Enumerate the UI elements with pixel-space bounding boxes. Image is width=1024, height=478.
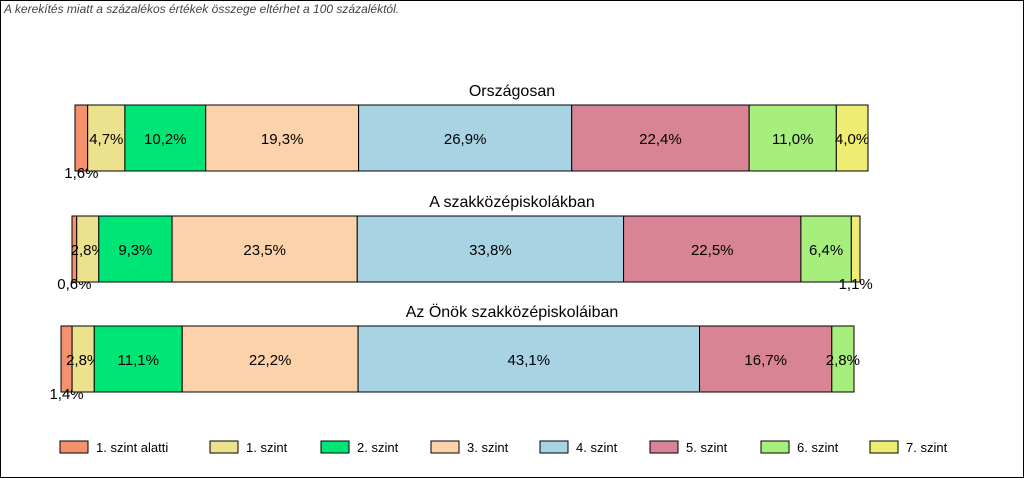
- legend-label: 3. szint: [467, 440, 509, 455]
- legend-label: 7. szint: [906, 440, 948, 455]
- legend-label: 6. szint: [797, 440, 839, 455]
- bar-segment: [205, 104, 360, 172]
- data-label: 22,4%: [639, 131, 682, 148]
- bar-segment: [87, 104, 126, 172]
- data-label: 23,5%: [243, 242, 286, 259]
- data-label: 2,8%: [66, 352, 100, 369]
- bar-segment: [356, 215, 625, 283]
- data-label: 1,1%: [839, 276, 873, 293]
- bar-segment: [623, 215, 802, 283]
- legend-label: 2. szint: [357, 440, 399, 455]
- legend-label: 5. szint: [686, 440, 728, 455]
- data-label: 4,0%: [835, 131, 869, 148]
- bar-segment: [357, 325, 701, 393]
- rounding-note: A kerekítés miatt a százalékos értékek ö…: [4, 2, 400, 16]
- data-label: 10,2%: [144, 131, 187, 148]
- legend-label: 1. szint alatti: [96, 440, 168, 455]
- data-label: 19,3%: [261, 131, 304, 148]
- bar-segment: [74, 104, 89, 172]
- data-label: 4,7%: [89, 131, 123, 148]
- legend-swatch: [430, 440, 460, 454]
- bar-segment: [748, 104, 837, 172]
- data-label: 26,9%: [444, 131, 487, 148]
- bar-segment: [800, 215, 852, 283]
- data-label: 2,8%: [826, 352, 860, 369]
- bar-segment: [98, 215, 173, 283]
- data-label: 43,1%: [508, 352, 551, 369]
- legend-swatch: [320, 440, 350, 454]
- data-label: 6,4%: [809, 242, 843, 259]
- legend-swatch: [539, 440, 569, 454]
- bar-segment: [93, 325, 183, 393]
- legend-swatch: [209, 440, 239, 454]
- bar-segment: [571, 104, 750, 172]
- bar-segment: [835, 104, 869, 172]
- legend-swatch: [760, 440, 790, 454]
- row-title: Országosan: [469, 83, 555, 100]
- legend-label: 1. szint: [246, 440, 288, 455]
- data-label: 11,0%: [772, 131, 813, 148]
- data-label: 9,3%: [118, 242, 152, 259]
- bar-segment: [358, 104, 573, 172]
- legend-swatch: [649, 440, 679, 454]
- bar-segment: [171, 215, 358, 283]
- legend-swatch: [869, 440, 899, 454]
- row-title: A szakközépiskolákban: [429, 194, 594, 211]
- data-label: 16,7%: [744, 352, 787, 369]
- bar-segment: [850, 215, 861, 283]
- data-label: 11,1%: [118, 352, 159, 369]
- data-label: 22,2%: [249, 352, 292, 369]
- legend-label: 4. szint: [576, 440, 618, 455]
- bar-segment: [181, 325, 359, 393]
- bar-segment: [831, 325, 855, 393]
- row-title: Az Önök szakközépiskoláiban: [406, 303, 619, 321]
- data-label: 2,8%: [71, 242, 105, 259]
- bar-segment: [699, 325, 833, 393]
- legend-swatch: [59, 440, 89, 454]
- data-label: 33,8%: [469, 242, 512, 259]
- data-label: 22,5%: [691, 242, 734, 259]
